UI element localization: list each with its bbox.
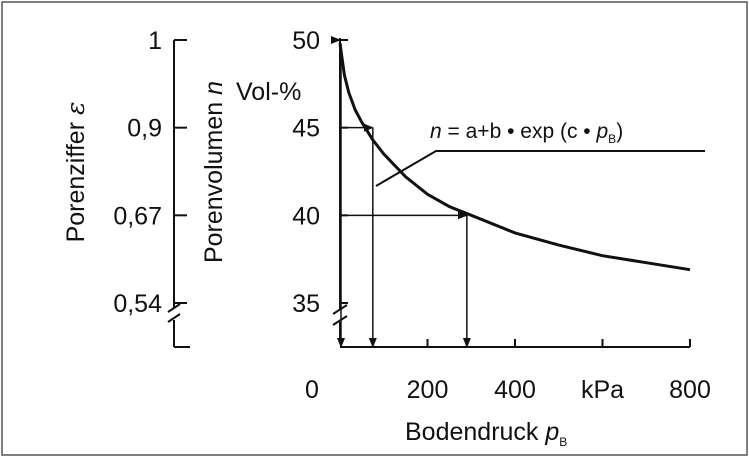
x-axis-title-symbol: p	[544, 418, 559, 446]
formula-annotation: n = a+b • exp (c • pB)	[375, 120, 705, 187]
porenvolumen-title-symbol: n	[200, 81, 228, 95]
porenvolumen-title: Porenvolumen n	[200, 81, 228, 263]
y-axis-break-1	[332, 304, 348, 315]
x-tick-label: 800	[669, 376, 711, 404]
y-unit-label: Vol-%	[236, 78, 301, 106]
formula-close: )	[616, 120, 623, 143]
porenziffer-tick-label: 1	[148, 27, 162, 55]
x-tick-label: kPa	[581, 376, 624, 404]
formula-body: = a+b • exp (c •	[442, 120, 597, 143]
x-tick-label: 0	[305, 376, 319, 404]
porenziffer-axis-break-1	[167, 303, 181, 313]
formula-p: p	[595, 120, 608, 143]
porenvolumen-title-gap	[200, 95, 228, 102]
x-tick-label: 200	[407, 376, 449, 404]
x-ticks: 0 200 400 kPa 800	[305, 339, 711, 404]
porenziffer-axis-break-2	[167, 313, 181, 323]
y-tick-label: 45	[292, 115, 320, 143]
x-tick-label: 400	[494, 376, 536, 404]
y-axis: 50 45 40 35	[292, 27, 348, 340]
porenziffer-tick-label: 0,9	[127, 115, 162, 143]
porenziffer-ticks: 1 0,9 0,67 0,54	[113, 27, 187, 318]
formula-n: n	[430, 120, 442, 143]
x-axis-title-subscript: B	[559, 435, 567, 449]
formula-leader-line	[375, 150, 705, 187]
formula-text: n = a+b • exp (c • pB)	[430, 120, 623, 146]
porenziffer-title-text: Porenziffer	[62, 122, 90, 242]
porenziffer-title: Porenziffer ε	[61, 102, 90, 243]
porenziffer-tick-label: 0,67	[113, 202, 162, 230]
formula-subscript: B	[608, 132, 616, 146]
x-axis-title-gap	[538, 418, 545, 446]
series-curve	[338, 43, 691, 272]
porenziffer-title-symbol: ε	[61, 102, 90, 115]
porenvolumen-title-text: Porenvolumen	[200, 102, 228, 263]
guide-arrows	[331, 36, 471, 348]
y-axis-break-2	[332, 315, 348, 326]
y-tick-label: 40	[292, 202, 320, 230]
x-axis: 0 200 400 kPa 800 Bodendruck pB	[305, 339, 711, 449]
porenziffer-tick-label: 0,54	[113, 290, 162, 318]
porenziffer-axis: 1 0,9 0,67 0,54 Porenziffer ε	[61, 27, 190, 348]
x-axis-title: Bodendruck pB	[405, 418, 567, 449]
porenziffer-title-gap	[62, 115, 90, 122]
x-axis-title-text: Bodendruck	[405, 418, 539, 446]
y-tick-label: 50	[292, 27, 320, 55]
y-tick-label: 35	[292, 290, 320, 318]
